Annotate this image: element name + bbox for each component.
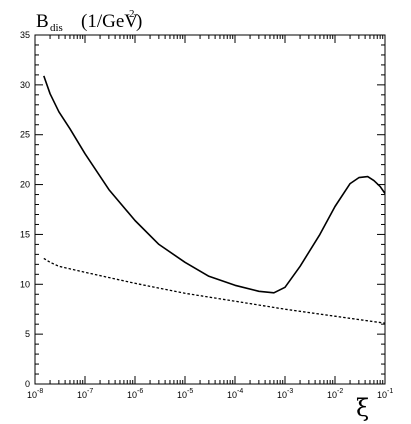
dotted-curve: [43, 257, 386, 324]
chart-title: B dis (1/GeV 2 ): [36, 8, 142, 34]
x-tick-label: 10-8: [27, 388, 43, 400]
x-tick-label: 10-1: [377, 388, 393, 400]
x-tick-label: 10-3: [277, 388, 293, 400]
y-tick-label: 5: [25, 329, 30, 339]
solid-curve: [43, 75, 386, 294]
title-unit-close: ): [136, 11, 142, 32]
x-tick-label: 10-4: [227, 388, 243, 400]
plot-frame: [34, 34, 386, 385]
title-subscript: dis: [50, 22, 63, 34]
y-axis: 0 5 10 15 20 25 30 35: [20, 30, 385, 389]
y-tick-label: 35: [20, 30, 30, 40]
y-tick-label: 25: [20, 130, 30, 140]
y-tick-label: 0: [25, 379, 30, 389]
x-tick-label: 10-2: [327, 388, 343, 400]
y-tick-label: 20: [20, 180, 30, 190]
title-unit-sup: 2: [129, 8, 135, 20]
title-unit-open: (1/GeV: [81, 11, 138, 32]
y-tick-label: 30: [20, 80, 30, 90]
x-axis-label: ξ: [356, 394, 369, 422]
x-tick-label: 10-7: [77, 388, 93, 400]
x-tick-label: 10-5: [177, 388, 193, 400]
x-tick-label: 10-6: [127, 388, 143, 400]
y-tick-label: 10: [20, 279, 30, 289]
y-tick-label: 15: [20, 229, 30, 239]
title-symbol: B: [36, 11, 49, 32]
x-axis: 10-8 10-7 10-6 10-5 10-4 10-3 10-2 10-1: [27, 35, 393, 400]
series-layer: [43, 75, 386, 324]
